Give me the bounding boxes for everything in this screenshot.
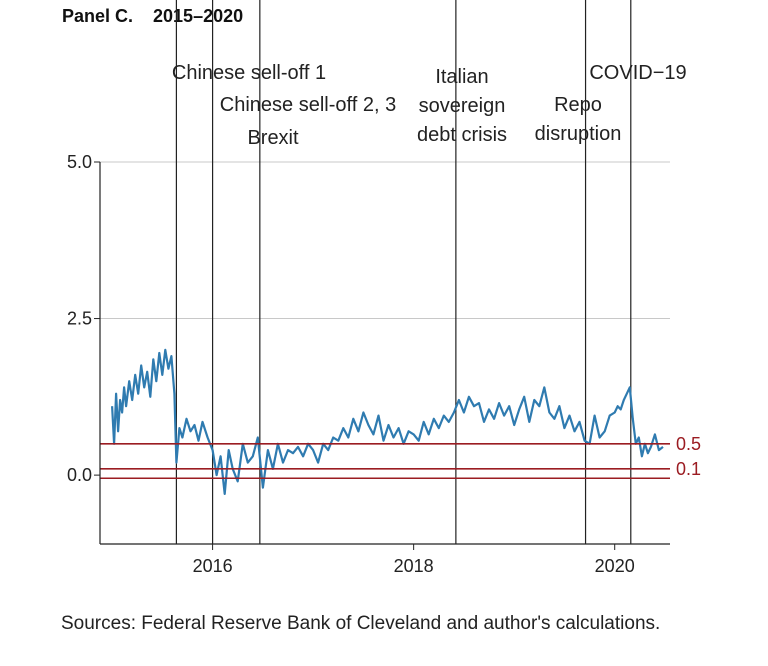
event-label: COVID−19 (589, 62, 686, 84)
source-note: Sources: Federal Reserve Bank of Clevela… (61, 613, 661, 634)
x-tick-label: 2018 (394, 556, 434, 576)
event-label: disruption (535, 123, 622, 145)
series-line (111, 348, 664, 495)
event-label: debt crisis (417, 124, 507, 146)
y-tick-label: 2.5 (67, 309, 92, 329)
x-tick-label: 2016 (193, 556, 233, 576)
event-label: Chinese sell-off 2, 3 (220, 94, 396, 116)
y-tick-label: 5.0 (67, 152, 92, 172)
event-label: Repo (554, 94, 602, 116)
event-labels-layer: Chinese sell-off 1 Chinese sell-off 2, 3 B… (172, 62, 687, 149)
threshold-label: 0.5 (676, 434, 701, 454)
y-tick-label: 0.0 (67, 465, 92, 485)
threshold-layer: 0.50.1 (100, 434, 701, 480)
x-tick-label: 2020 (595, 556, 635, 576)
event-label: Brexit (247, 127, 299, 149)
panel-title: Panel C. 2015–2020 (62, 6, 244, 26)
event-label: sovereign (419, 95, 506, 117)
event-label: Italian (435, 66, 488, 88)
grid-layer (100, 161, 670, 320)
threshold-label: 0.1 (676, 459, 701, 479)
event-label: Chinese sell-off 1 (172, 62, 326, 84)
axis-layer: 0.0 2.5 5.0 2016 2018 2020 (67, 152, 670, 576)
series-layer (111, 348, 664, 495)
